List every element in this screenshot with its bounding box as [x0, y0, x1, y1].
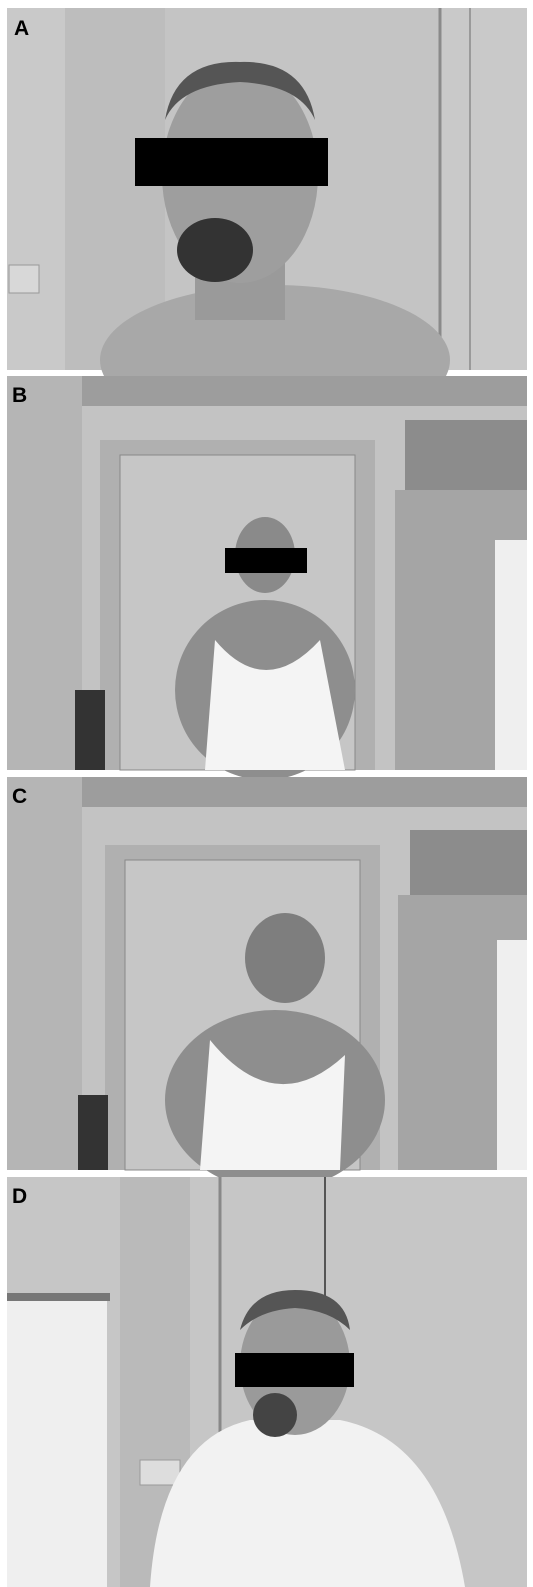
panel-c-photo — [7, 777, 527, 1190]
panel-label: D — [12, 1185, 27, 1208]
panel-a-photo — [7, 8, 527, 435]
panel-label: B — [12, 384, 27, 407]
panel-label: C — [12, 785, 27, 808]
panel-d-photo — [7, 1177, 527, 1587]
panel-b-photo — [7, 376, 527, 780]
page: A B C D (() => { const data = JSON.parse… — [0, 0, 533, 1587]
panel-label: A — [14, 17, 29, 40]
figure: A B C D — [0, 0, 533, 1587]
